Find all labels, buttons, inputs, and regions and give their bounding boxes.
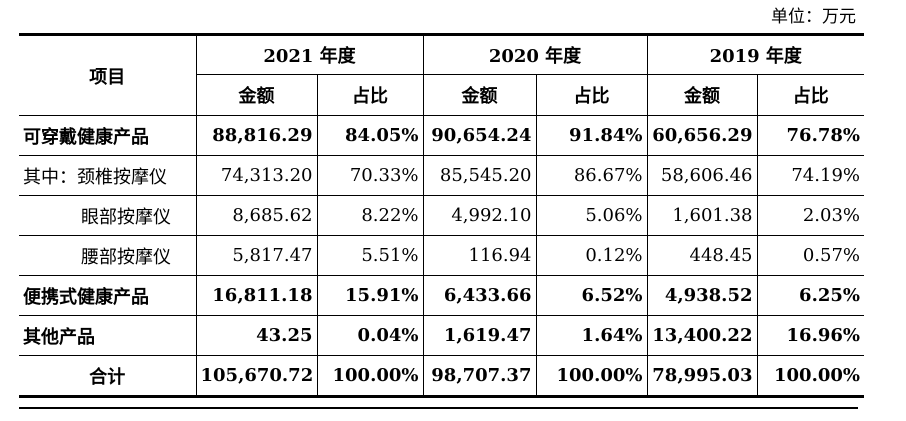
cell-amount: 448.45 xyxy=(646,235,758,276)
cell-amount: 16,811.18 xyxy=(195,275,318,316)
header-amount: 金额 xyxy=(646,74,758,116)
cell-ratio: 91.84% xyxy=(535,115,648,156)
cell-ratio: 100.00% xyxy=(316,355,424,398)
table-row: 便携式健康产品 16,811.18 15.91% 6,433.66 6.52% … xyxy=(19,275,864,316)
cell-amount: 6,433.66 xyxy=(422,275,537,316)
cell-ratio: 1.64% xyxy=(535,315,648,356)
cell-amount: 90,654.24 xyxy=(422,115,537,156)
table-row: 其他产品 43.25 0.04% 1,619.47 1.64% 13,400.2… xyxy=(19,315,864,356)
cell-ratio: 6.52% xyxy=(535,275,648,316)
cell-amount: 13,400.22 xyxy=(646,315,758,356)
cell-amount: 58,606.46 xyxy=(646,155,758,196)
cell-ratio: 74.19% xyxy=(756,155,864,196)
cell-amount: 116.94 xyxy=(422,235,537,276)
row-label: 腰部按摩仪 xyxy=(19,235,197,276)
table-row: 其中：颈椎按摩仪 74,313.20 70.33% 85,545.20 86.6… xyxy=(19,155,864,196)
cell-amount: 8,685.62 xyxy=(195,195,318,236)
cell-ratio: 16.96% xyxy=(756,315,864,356)
cell-amount: 98,707.37 xyxy=(422,355,537,398)
cell-amount: 74,313.20 xyxy=(195,155,318,196)
row-label: 合计 xyxy=(19,355,197,398)
header-ratio: 占比 xyxy=(316,74,424,116)
row-label: 其中：颈椎按摩仪 xyxy=(19,155,197,196)
row-label: 可穿戴健康产品 xyxy=(19,115,197,156)
cell-ratio: 5.06% xyxy=(535,195,648,236)
cell-amount: 4,938.52 xyxy=(646,275,758,316)
table-bottom-rule xyxy=(19,407,858,409)
cell-amount: 105,670.72 xyxy=(195,355,318,398)
cell-amount: 4,992.10 xyxy=(422,195,537,236)
cell-amount: 5,817.47 xyxy=(195,235,318,276)
unit-label: 单位：万元 xyxy=(771,7,856,27)
cell-ratio: 70.33% xyxy=(316,155,424,196)
cell-ratio: 6.25% xyxy=(756,275,864,316)
header-item: 项目 xyxy=(19,33,197,116)
cell-ratio: 76.78% xyxy=(756,115,864,156)
cell-amount: 88,816.29 xyxy=(195,115,318,156)
cell-ratio: 0.12% xyxy=(535,235,648,276)
cell-ratio: 8.22% xyxy=(316,195,424,236)
header-year-2021: 2021 年度 xyxy=(195,33,424,75)
cell-amount: 43.25 xyxy=(195,315,318,356)
cell-amount: 78,995.03 xyxy=(646,355,758,398)
cell-amount: 85,545.20 xyxy=(422,155,537,196)
cell-amount: 1,601.38 xyxy=(646,195,758,236)
cell-ratio: 84.05% xyxy=(316,115,424,156)
table-row: 眼部按摩仪 8,685.62 8.22% 4,992.10 5.06% 1,60… xyxy=(19,195,864,236)
header-ratio: 占比 xyxy=(535,74,648,116)
cell-ratio: 2.03% xyxy=(756,195,864,236)
cell-amount: 1,619.47 xyxy=(422,315,537,356)
row-label: 眼部按摩仪 xyxy=(19,195,197,236)
header-row-years: 项目 2021 年度 2020 年度 2019 年度 xyxy=(19,33,864,116)
row-label: 其他产品 xyxy=(19,315,197,356)
header-amount: 金额 xyxy=(422,74,537,116)
revenue-table: 项目 2021 年度 2020 年度 2019 年度 金额 占比 金额 占比 金… xyxy=(19,33,864,398)
table-row-total: 合计 105,670.72 100.00% 98,707.37 100.00% … xyxy=(19,355,864,398)
header-year-2020: 2020 年度 xyxy=(422,33,648,75)
header-year-2019: 2019 年度 xyxy=(646,33,864,75)
cell-ratio: 100.00% xyxy=(756,355,864,398)
row-label: 便携式健康产品 xyxy=(19,275,197,316)
header-ratio: 占比 xyxy=(756,74,864,116)
cell-ratio: 100.00% xyxy=(535,355,648,398)
cell-ratio: 0.57% xyxy=(756,235,864,276)
header-amount: 金额 xyxy=(196,74,318,116)
cell-ratio: 5.51% xyxy=(316,235,424,276)
table-row: 可穿戴健康产品 88,816.29 84.05% 90,654.24 91.84… xyxy=(19,115,864,156)
cell-ratio: 86.67% xyxy=(535,155,648,196)
cell-ratio: 15.91% xyxy=(316,275,424,316)
cell-ratio: 0.04% xyxy=(316,315,424,356)
cell-amount: 60,656.29 xyxy=(646,115,758,156)
table-row: 腰部按摩仪 5,817.47 5.51% 116.94 0.12% 448.45… xyxy=(19,235,864,276)
